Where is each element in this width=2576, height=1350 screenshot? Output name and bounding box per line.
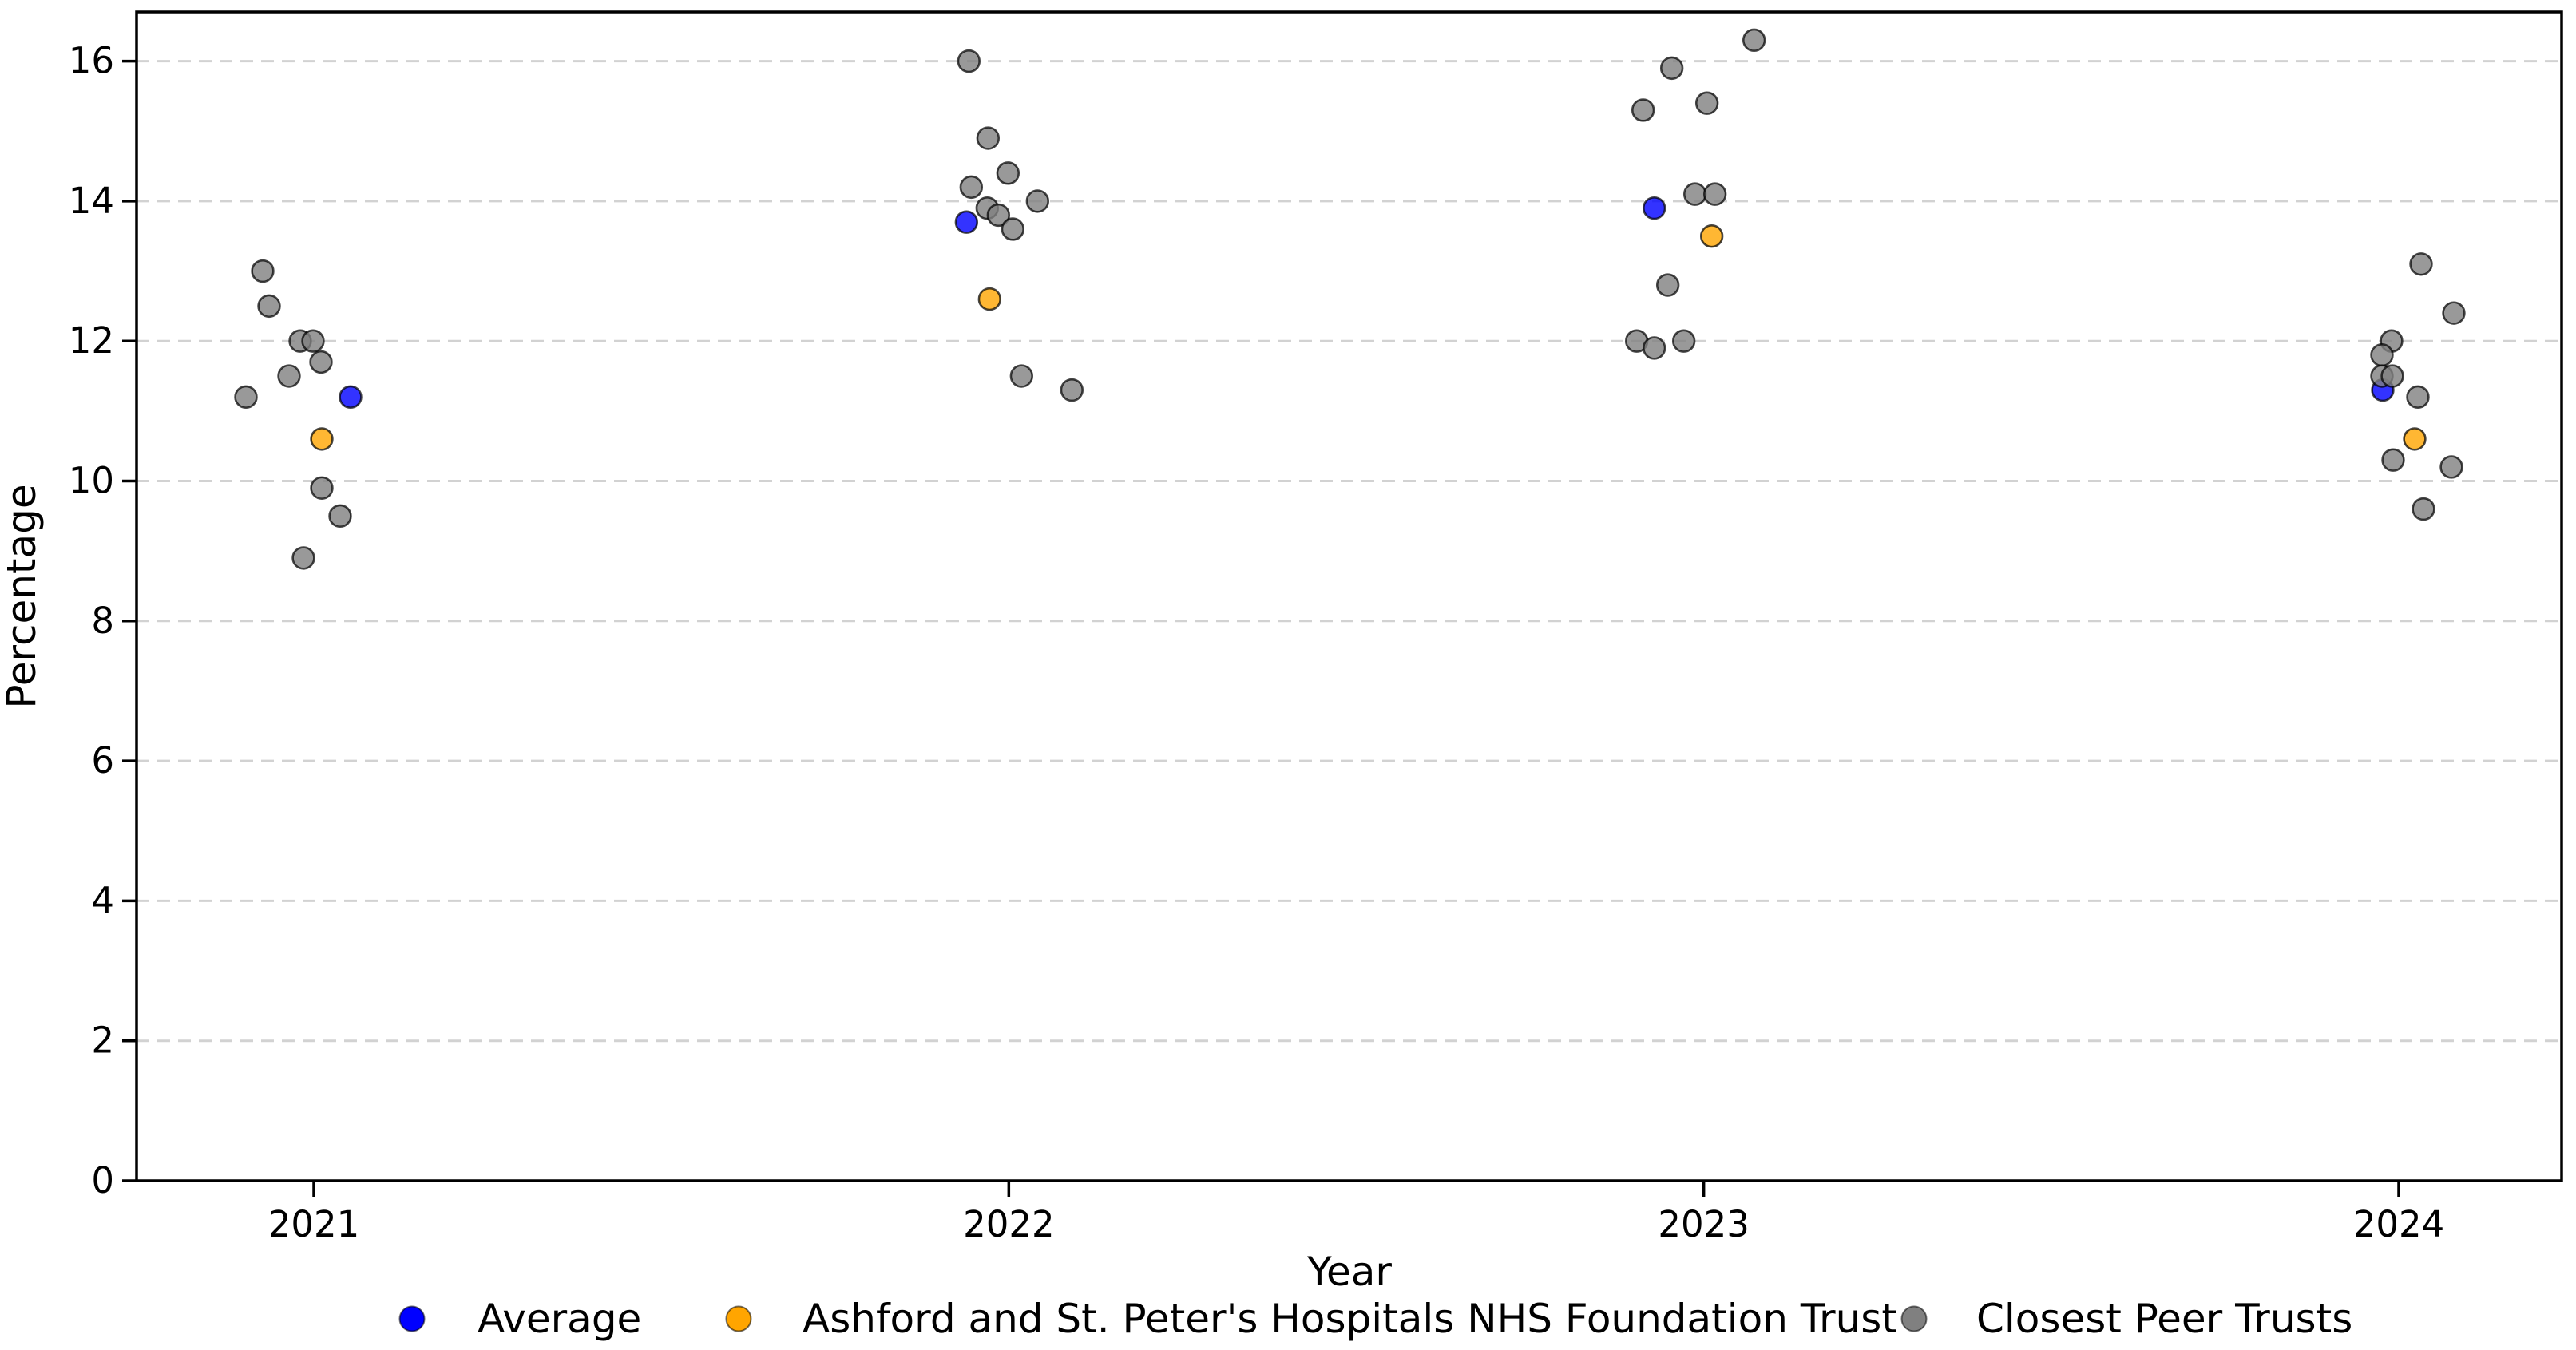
data-point-closest-2021-13 [251, 259, 275, 283]
x-tick-label-2021: 2021 [268, 1203, 360, 1245]
data-point-closest-2021-11.5 [277, 364, 301, 388]
tick-labels-layer: 0 2 4 6 8 10 12 14 16 2021 2022 2023 2024 [69, 40, 2445, 1245]
data-point-ashford-2023-13.5 [1699, 224, 1724, 248]
legend-peers-label: Closest Peer Trusts [1976, 1296, 2352, 1342]
data-point-closest-2021-11.7 [309, 350, 333, 374]
data-point-closest-2023-15.3 [1631, 98, 1655, 122]
y-axis-label: Percentage [0, 484, 45, 708]
x-axis-label: Year [1306, 1249, 1392, 1295]
y-tick-label-14: 14 [69, 180, 114, 222]
data-point-average-2022-13.7 [954, 210, 979, 234]
data-point-closest-2023-12.8 [1655, 273, 1680, 297]
data-point-average-2021-11.2 [339, 385, 363, 410]
data-point-closest-2021-12 [301, 329, 325, 353]
data-point-closest-2022-16 [957, 49, 981, 73]
x-tick-label-2024: 2024 [2353, 1203, 2445, 1245]
data-point-closest-2023-14.1 [1702, 182, 1727, 206]
y-tick-label-16: 16 [69, 40, 114, 82]
data-point-closest-2022-14.2 [959, 175, 984, 200]
data-point-closest-2022-13.8 [986, 203, 1011, 228]
data-point-closest-2022-11.3 [1060, 378, 1084, 402]
data-point-closest-2023-15.4 [1694, 91, 1719, 115]
data-point-ashford-2022-12.6 [977, 287, 1002, 311]
data-point-closest-2024-11.5 [2380, 364, 2404, 388]
data-points-layer [234, 28, 2466, 570]
legend-average-dot-icon [398, 1305, 426, 1332]
data-point-closest-2023-12 [1671, 329, 1696, 353]
data-point-average-2023-13.9 [1642, 196, 1666, 220]
data-point-ashford-2021-10.6 [310, 427, 334, 451]
data-point-closest-2023-14.1 [1682, 182, 1707, 206]
data-point-closest-2024-12.4 [2442, 301, 2466, 325]
data-point-closest-2021-11.2 [234, 385, 258, 410]
data-point-closest-2021-9.5 [328, 504, 352, 529]
data-point-closest-2023-11.9 [1642, 336, 1666, 360]
legend-trust-label: Ashford and St. Peter's Hospitals NHS Fo… [803, 1296, 1897, 1342]
data-point-closest-2021-12.5 [257, 294, 281, 319]
data-point-closest-2023-16.3 [1742, 28, 1766, 53]
data-point-closest-2024-9.6 [2412, 497, 2435, 521]
legend: Average Ashford and St. Peter's Hospital… [398, 1296, 2352, 1342]
data-point-closest-2024-10.2 [2439, 455, 2463, 479]
data-point-closest-2023-15.9 [1659, 56, 1684, 81]
y-tick-label-8: 8 [91, 600, 114, 642]
y-tick-label-12: 12 [69, 319, 114, 362]
data-point-closest-2024-13.1 [2409, 252, 2433, 276]
ticks-layer [122, 59, 2400, 1197]
data-point-closest-2021-8.9 [291, 546, 315, 570]
data-point-closest-2022-13.6 [1001, 217, 1025, 241]
legend-average-label: Average [478, 1296, 641, 1342]
data-point-closest-2024-11.8 [2370, 343, 2394, 367]
y-tick-label-0: 0 [91, 1159, 114, 1202]
plot-frame [135, 10, 2563, 1182]
data-point-ashford-2024-10.6 [2403, 427, 2427, 451]
x-tick-label-2023: 2023 [1658, 1203, 1750, 1245]
y-tick-label-6: 6 [91, 739, 114, 782]
data-point-closest-2022-11.5 [1009, 364, 1034, 388]
x-tick-label-2022: 2022 [963, 1203, 1055, 1245]
data-point-closest-2022-14.4 [996, 161, 1020, 185]
data-point-closest-2024-10.3 [2381, 448, 2405, 472]
data-point-closest-2022-14 [1025, 189, 1050, 213]
gridlines-layer [137, 60, 2562, 1043]
data-point-closest-2021-9.9 [310, 476, 334, 500]
data-point-closest-2022-14.9 [976, 126, 1001, 150]
legend-trust-dot-icon [725, 1305, 752, 1332]
data-point-closest-2024-11.2 [2406, 385, 2430, 410]
y-tick-label-4: 4 [91, 879, 114, 921]
y-tick-label-2: 2 [91, 1019, 114, 1062]
legend-peers-dot-icon [1900, 1305, 1928, 1332]
y-tick-label-10: 10 [69, 460, 114, 502]
